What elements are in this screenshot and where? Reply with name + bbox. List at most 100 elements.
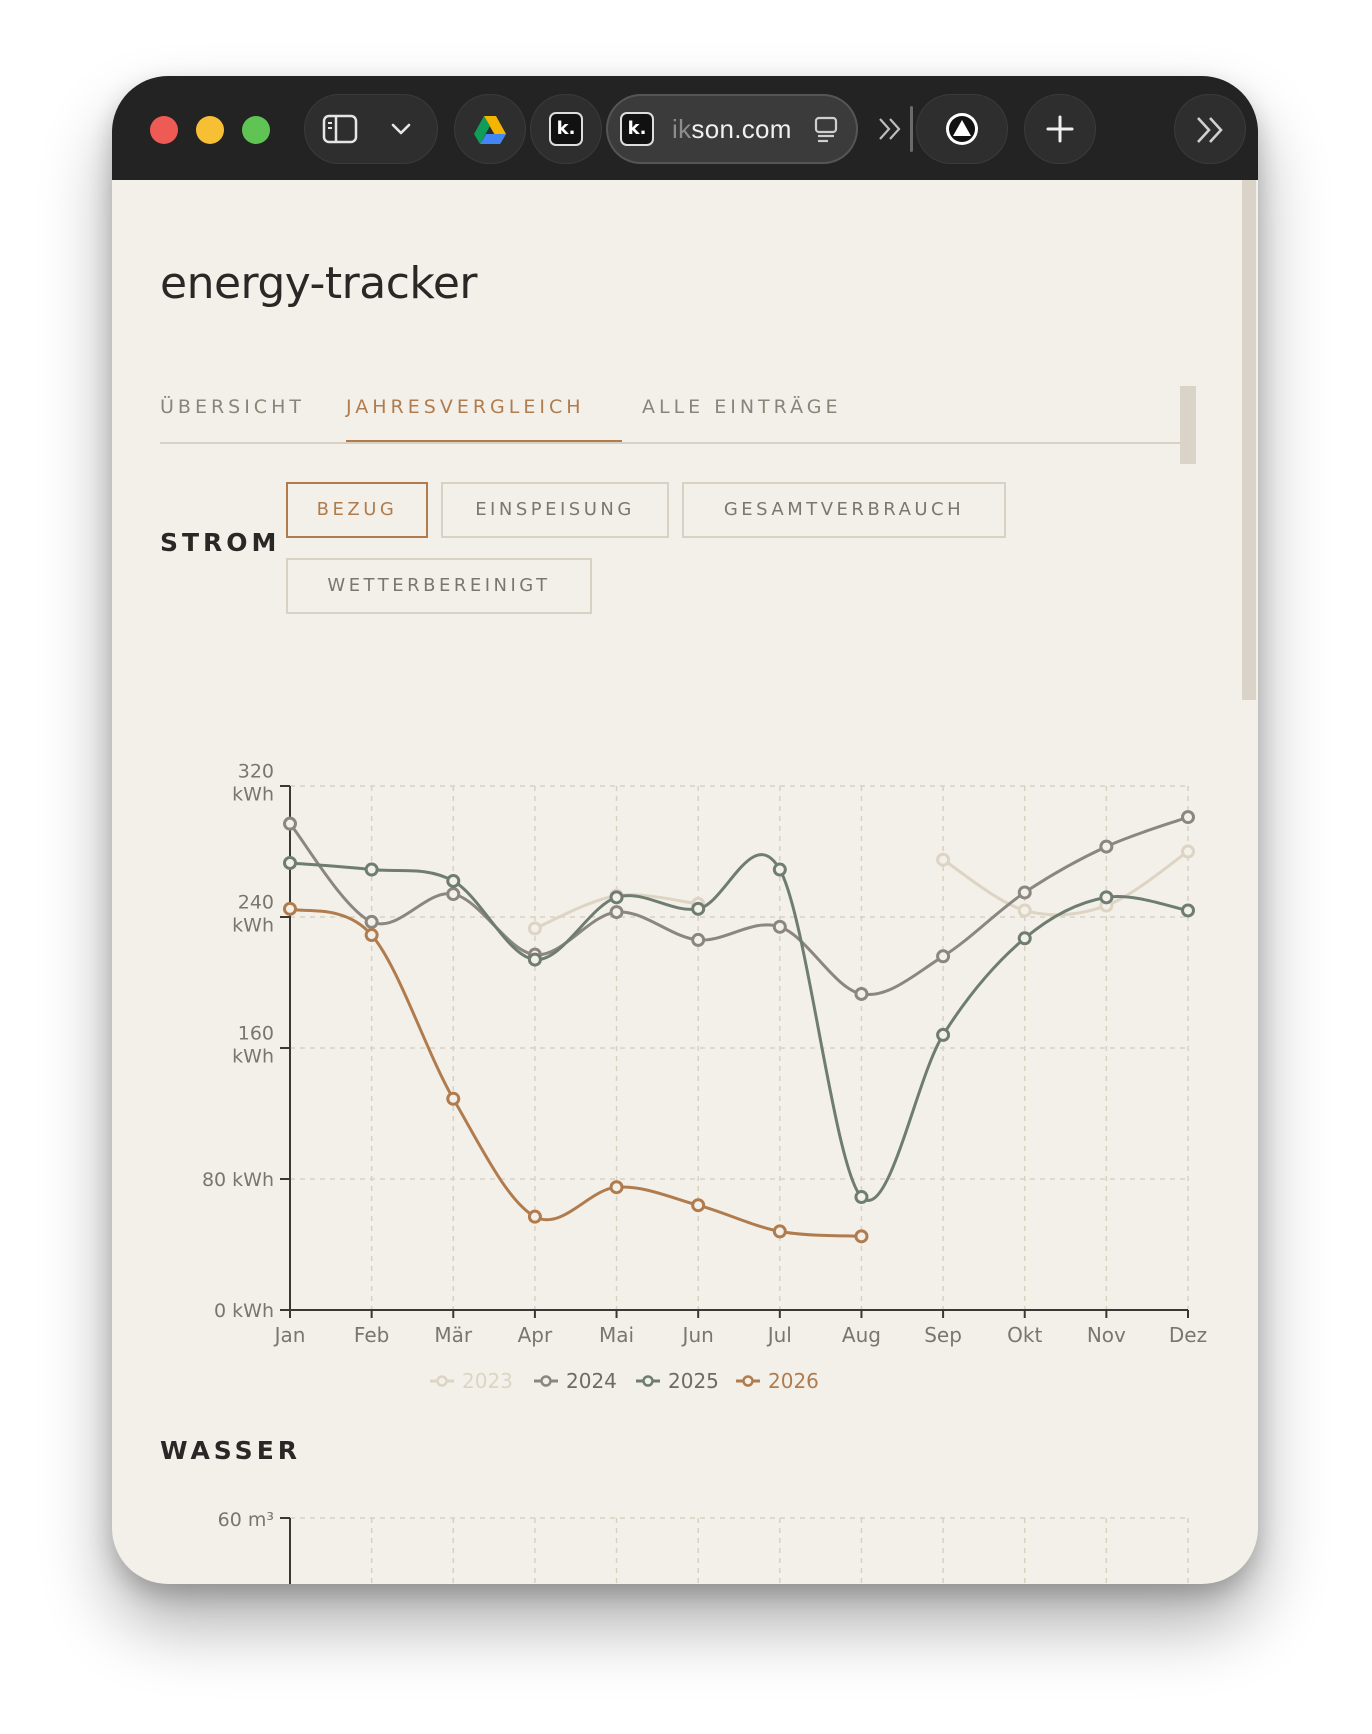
series-2026-point xyxy=(364,928,379,943)
extension-tab[interactable] xyxy=(916,94,1008,164)
x-tick-label: Mai xyxy=(599,1323,634,1347)
close-window-button[interactable] xyxy=(150,116,178,144)
x-tick-label: Mär xyxy=(434,1323,473,1347)
series-2025-point xyxy=(283,855,297,870)
wasser-section-title: WASSER xyxy=(160,1436,302,1465)
x-tick-label: Aug xyxy=(842,1323,881,1347)
series-2023-point xyxy=(936,852,951,867)
triangle-logo-icon xyxy=(946,113,978,145)
series-2026-point xyxy=(527,1209,542,1224)
google-drive-icon xyxy=(474,116,506,144)
filter-bezug-button[interactable]: BEZUG xyxy=(286,482,428,538)
series-2024-point xyxy=(364,914,379,929)
y-tick-label: 240 xyxy=(238,892,274,914)
series-2024-point xyxy=(1017,885,1032,900)
url-text[interactable]: ikson.com xyxy=(672,114,792,144)
legend-2025-swatch-point xyxy=(642,1375,654,1387)
legend-2026-swatch-point xyxy=(742,1375,754,1387)
series-2026-point xyxy=(283,901,297,916)
pinned-tab-k[interactable]: k. xyxy=(530,94,602,164)
legend-2023-label: 2023 xyxy=(462,1369,513,1393)
series-2023-point xyxy=(527,921,542,936)
y-tick-label: kWh xyxy=(232,784,274,806)
sidebar-icon xyxy=(322,114,358,144)
legend-2026-label: 2026 xyxy=(768,1369,819,1393)
legend-2025-label: 2025 xyxy=(668,1369,719,1393)
series-2026-point xyxy=(854,1229,869,1244)
series-2024-point xyxy=(1181,810,1195,825)
double-chevron-right-icon[interactable] xyxy=(876,116,906,142)
x-tick-label: Apr xyxy=(518,1323,553,1347)
series-2025-point xyxy=(1099,890,1114,905)
y-tick-label: kWh xyxy=(232,915,274,937)
active-tab-indicator xyxy=(346,440,622,442)
series-2026-line xyxy=(289,907,862,1238)
minimize-window-button[interactable] xyxy=(196,116,224,144)
series-2024-point xyxy=(283,816,297,831)
plus-icon xyxy=(1046,115,1074,143)
tab-uebersicht[interactable]: ÜBERSICHT xyxy=(160,396,305,418)
x-tick-label: Jun xyxy=(681,1323,714,1347)
more-tabs-button[interactable] xyxy=(1174,94,1246,164)
browser-toolbar: k. k. ikson.com xyxy=(112,76,1258,180)
chevron-down-icon[interactable] xyxy=(390,122,412,136)
series-2025-point xyxy=(854,1190,869,1205)
series-2023-point xyxy=(1181,844,1195,859)
tabs-scroll-handle[interactable] xyxy=(1180,386,1196,464)
series-2025-point xyxy=(609,890,624,905)
series-2025-point xyxy=(691,901,706,916)
x-tick-label: Nov xyxy=(1087,1323,1126,1347)
y-tick-label: 80 kWh xyxy=(202,1169,274,1191)
series-2024-point xyxy=(1099,839,1114,854)
series-2025-point xyxy=(364,862,379,877)
zoom-window-button[interactable] xyxy=(242,116,270,144)
filter-gesamtverbrauch-button[interactable]: GESAMTVERBRAUCH xyxy=(682,482,1006,538)
page-scrollbar[interactable] xyxy=(1242,180,1256,700)
double-chevron-right-icon xyxy=(1197,117,1223,143)
main-tabs: ÜBERSICHT JAHRESVERGLEICH ALLE EINTRÄGE xyxy=(160,386,1194,444)
x-tick-label: Jan xyxy=(273,1323,306,1347)
legend-2024-swatch-point xyxy=(540,1375,552,1387)
series-2024-point xyxy=(446,887,461,902)
y-tick-label: 60 m³ xyxy=(218,1509,274,1531)
y-tick-label: 160 xyxy=(238,1023,274,1045)
wasser-line-chart: 60 m³ xyxy=(218,1509,1189,1584)
series-2026-point xyxy=(772,1224,787,1239)
series-2024-point xyxy=(691,932,706,947)
series-2023-point xyxy=(1017,903,1032,918)
series-2025-point xyxy=(446,873,461,888)
legend-2023-swatch-point xyxy=(436,1375,448,1387)
x-tick-label: Jul xyxy=(766,1323,792,1347)
tab-jahresvergleich[interactable]: JAHRESVERGLEICH xyxy=(346,396,585,418)
strom-section-title: STROM xyxy=(160,528,281,557)
series-2026-point xyxy=(691,1198,706,1213)
series-2025-point xyxy=(527,952,542,967)
tab-alle-eintraege[interactable]: ALLE EINTRÄGE xyxy=(642,396,842,418)
series-2026-point xyxy=(446,1091,461,1106)
series-2025-point xyxy=(936,1027,951,1042)
new-tab-button[interactable] xyxy=(1024,94,1096,164)
legend-2024-label: 2024 xyxy=(566,1369,617,1393)
series-2025-line xyxy=(289,853,1189,1202)
k-logo-icon: k. xyxy=(620,112,654,146)
y-tick-label: kWh xyxy=(232,1046,274,1068)
filter-einspeisung-button[interactable]: EINSPEISUNG xyxy=(441,482,669,538)
series-2024-point xyxy=(772,919,787,934)
reader-icon[interactable] xyxy=(814,116,840,144)
series-2024-point xyxy=(936,949,951,964)
filter-wetterbereinigt-button[interactable]: WETTERBEREINIGT xyxy=(286,558,592,614)
browser-window: k. k. ikson.com xyxy=(112,76,1258,1584)
series-2025-point xyxy=(1017,931,1032,946)
y-tick-label: 320 xyxy=(238,761,274,783)
series-2025-point xyxy=(1181,903,1195,918)
address-bar[interactable]: k. xyxy=(606,94,858,164)
sidebar-toggle-button[interactable] xyxy=(304,94,438,164)
toolbar-divider xyxy=(910,106,913,152)
google-drive-tab[interactable] xyxy=(454,94,526,164)
x-tick-label: Feb xyxy=(354,1323,389,1347)
x-tick-label: Okt xyxy=(1007,1323,1042,1347)
y-tick-label: 0 kWh xyxy=(214,1300,274,1322)
series-2024-point xyxy=(854,986,869,1001)
series-2026-point xyxy=(609,1180,624,1195)
page-title: energy-tracker xyxy=(160,258,477,309)
